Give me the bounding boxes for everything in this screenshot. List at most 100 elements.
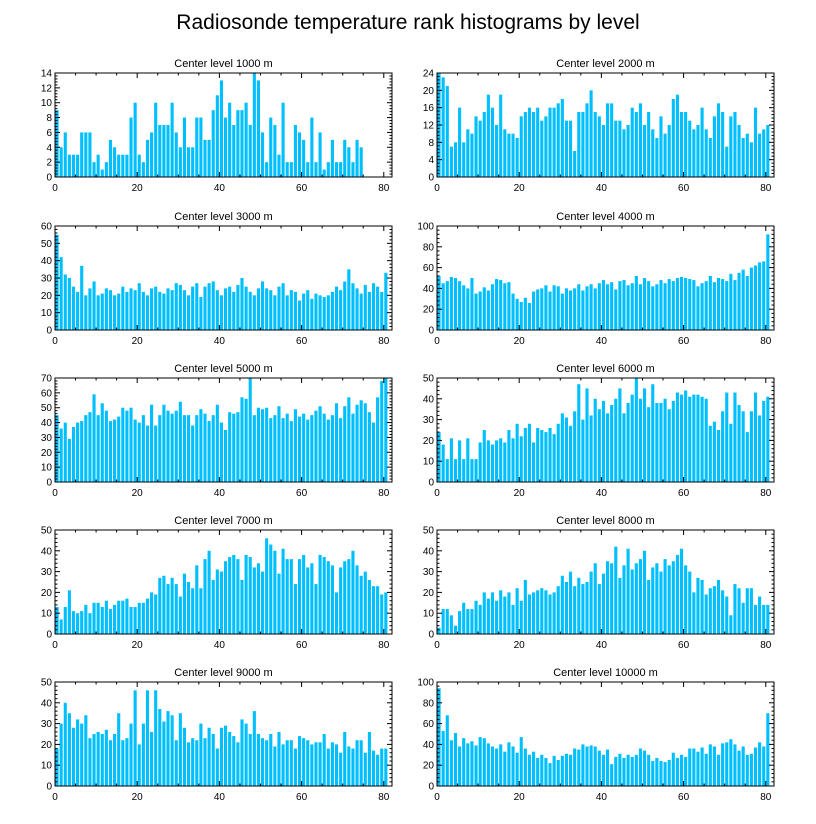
bar	[466, 609, 470, 634]
y-axis: 0 10 20 30 40 50	[423, 526, 774, 641]
bar	[170, 577, 174, 634]
plot-frame	[436, 529, 775, 635]
bar	[339, 567, 343, 634]
bar	[601, 754, 605, 786]
bar	[593, 398, 597, 482]
bar	[80, 611, 84, 634]
bar	[745, 133, 749, 177]
bar	[667, 565, 671, 634]
x-tick-label: 20	[514, 792, 526, 803]
bar	[630, 283, 634, 330]
bar	[376, 586, 380, 634]
bar	[688, 396, 692, 482]
bar	[642, 750, 647, 786]
bar	[76, 719, 80, 786]
bars	[437, 73, 770, 177]
bar	[630, 756, 634, 786]
bar	[256, 563, 260, 634]
bar	[252, 73, 256, 177]
bar	[117, 293, 121, 330]
bar	[573, 151, 577, 177]
bar	[453, 459, 458, 482]
bar	[441, 609, 445, 634]
bar	[55, 234, 59, 330]
bar	[692, 129, 696, 177]
bar	[733, 280, 737, 330]
bar	[753, 107, 758, 177]
bar	[737, 125, 741, 177]
bar	[552, 285, 556, 330]
bar	[162, 404, 166, 482]
bar	[667, 279, 671, 330]
bar	[297, 300, 302, 330]
bar	[573, 586, 577, 634]
bar	[244, 554, 248, 634]
bar	[133, 419, 137, 482]
bar	[63, 702, 67, 786]
y-tick-label: 10	[41, 308, 53, 319]
bar	[618, 281, 622, 330]
bar	[334, 162, 339, 177]
bar	[125, 154, 129, 177]
bar	[92, 162, 96, 177]
bar	[326, 748, 330, 786]
bar	[322, 734, 326, 786]
bar	[716, 278, 721, 330]
bar	[199, 117, 203, 177]
bar	[642, 388, 647, 482]
bar	[347, 746, 351, 786]
bar	[88, 288, 92, 330]
bar	[495, 125, 499, 177]
x-tick-label: 80	[378, 183, 390, 194]
bar	[347, 269, 351, 330]
bar	[449, 438, 453, 482]
bar	[376, 397, 380, 482]
bar	[248, 378, 252, 482]
bar	[55, 606, 59, 634]
bar	[733, 112, 737, 177]
bar	[585, 286, 589, 330]
bar	[679, 754, 684, 786]
bar	[511, 604, 515, 634]
plot-frame	[436, 225, 775, 331]
bar	[203, 738, 207, 786]
panel-6: Center level 6000 m 0 10 20 30 40 50 0 20 40 60 80	[423, 363, 775, 499]
bar	[178, 401, 182, 482]
y-tick-label: 0	[428, 326, 434, 337]
y-tick-label: 0	[428, 478, 434, 489]
bar	[486, 743, 490, 786]
bar	[569, 120, 573, 177]
bar	[293, 584, 297, 634]
bar	[737, 272, 741, 330]
bar	[725, 281, 729, 330]
bar	[351, 748, 355, 786]
bar	[71, 427, 76, 482]
bar	[515, 298, 519, 330]
bar	[486, 290, 490, 330]
bar	[236, 742, 240, 786]
bar	[548, 291, 552, 330]
bar	[277, 731, 281, 786]
bar	[141, 291, 145, 330]
bar	[659, 116, 663, 177]
y-tick-label: 6	[46, 128, 52, 139]
bar	[725, 596, 729, 634]
bar	[532, 291, 536, 330]
bar	[495, 600, 499, 634]
bar	[552, 434, 556, 482]
bar	[536, 289, 540, 330]
bar	[170, 715, 174, 786]
bar	[766, 713, 770, 786]
bar	[642, 125, 647, 177]
x-tick-label: 0	[52, 792, 58, 803]
bar	[679, 112, 684, 177]
bar	[240, 110, 244, 177]
x-tick-label: 40	[214, 792, 226, 803]
bar	[474, 293, 478, 330]
bar	[297, 736, 302, 786]
bar	[339, 290, 343, 330]
bar	[141, 723, 145, 786]
y-tick-label: 8	[46, 113, 52, 124]
x-tick-label: 80	[760, 336, 772, 347]
bar	[224, 430, 228, 482]
